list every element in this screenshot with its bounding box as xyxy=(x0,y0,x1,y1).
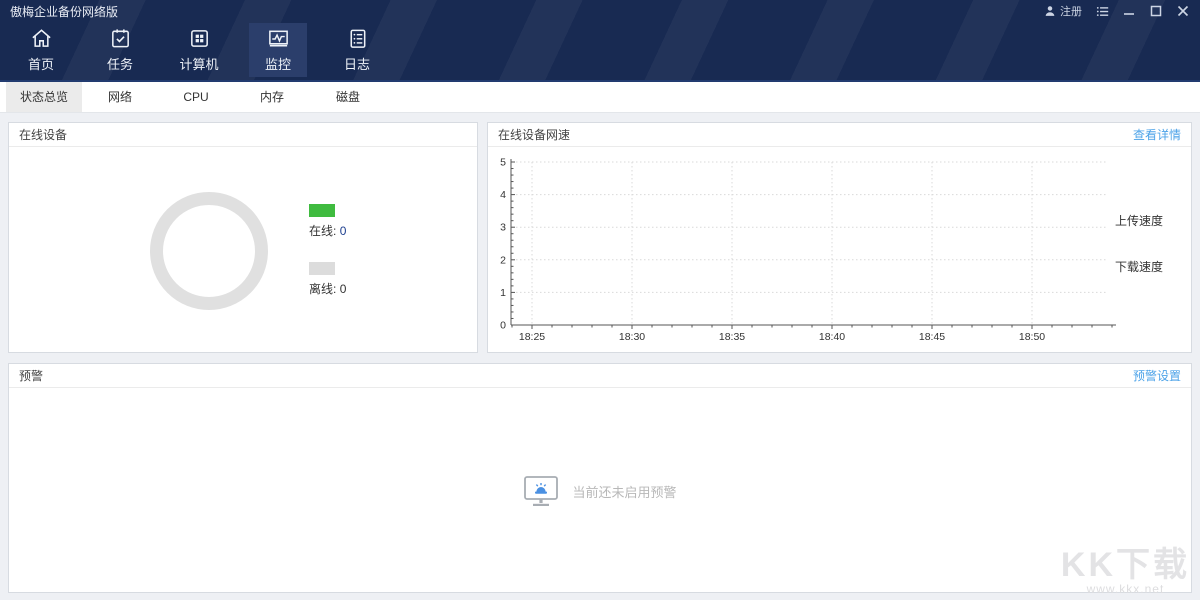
legend-item-offline: 离线: 0 xyxy=(309,262,346,297)
svg-text:18:30: 18:30 xyxy=(619,331,645,343)
nav-item-home[interactable]: 首页 xyxy=(12,23,70,77)
tab-cpu[interactable]: CPU xyxy=(183,90,209,104)
nav-label: 首页 xyxy=(27,57,54,72)
netspeed-line-chart: 0 1 2 3 4 5 18:25 18:30 18:35 18:40 18:45 18:50 xyxy=(500,157,1116,343)
alert-panel: 预警 预警设置 当前还未启用预警 xyxy=(8,363,1192,593)
app-header: 傲梅企业备份网络版 注册 xyxy=(0,0,1200,82)
svg-text:18:35: 18:35 xyxy=(719,331,745,343)
user-icon xyxy=(1045,6,1055,16)
svg-text:18:40: 18:40 xyxy=(819,331,845,343)
legend-value: 0 xyxy=(339,282,347,296)
panel-title: 在线设备 xyxy=(19,128,68,142)
menu-icon[interactable] xyxy=(1095,4,1109,18)
minimize-button[interactable] xyxy=(1122,4,1136,18)
nav-item-computers[interactable]: 计算机 xyxy=(170,23,228,77)
legend-value: 0 xyxy=(339,224,347,238)
close-button[interactable] xyxy=(1176,4,1190,18)
nav-item-tasks[interactable]: 任务 xyxy=(91,23,149,77)
alert-settings-link[interactable]: 预警设置 xyxy=(1132,369,1181,383)
svg-text:5: 5 xyxy=(500,157,506,169)
svg-text:1: 1 xyxy=(500,287,506,299)
svg-text:18:25: 18:25 xyxy=(519,331,545,343)
register-label: 注册 xyxy=(1060,6,1082,18)
online-devices-panel: 在线设备 在线: 0 离线: xyxy=(8,122,478,353)
offline-swatch xyxy=(309,262,335,275)
nav-item-monitor[interactable]: 监控 xyxy=(249,23,307,77)
tab-status-overview[interactable]: 状态总览 xyxy=(6,82,82,112)
view-details-link[interactable]: 查看详情 xyxy=(1132,128,1181,142)
titlebar: 傲梅企业备份网络版 注册 xyxy=(0,0,1200,22)
nav-label: 日志 xyxy=(343,57,370,72)
nav-label: 监控 xyxy=(264,57,291,72)
svg-text:18:50: 18:50 xyxy=(1019,331,1045,343)
devices-donut-chart xyxy=(150,191,268,310)
netspeed-panel: 在线设备网速 查看详情 0 1 2 3 4 5 18:25 18:30 18:35 18:40 18… xyxy=(487,122,1192,353)
maximize-button[interactable] xyxy=(1149,4,1163,18)
alert-empty-text: 当前还未启用预警 xyxy=(572,484,677,500)
nav-item-logs[interactable]: 日志 xyxy=(328,23,386,77)
app-title: 傲梅企业备份网络版 xyxy=(10,4,119,19)
sub-tabbar: 状态总览 网络 CPU 内存 磁盘 xyxy=(0,82,1200,112)
download-speed-label: 下载速度 xyxy=(1115,260,1164,274)
logs-icon xyxy=(350,29,365,48)
legend-label: 离线: xyxy=(309,282,337,296)
main-nav: 首页 任务 计算机 xyxy=(0,23,1200,77)
register-button[interactable]: 注册 xyxy=(1044,3,1082,19)
tab-memory[interactable]: 内存 xyxy=(259,90,284,104)
tab-disk[interactable]: 磁盘 xyxy=(335,90,360,104)
tab-network[interactable]: 网络 xyxy=(107,90,132,104)
nav-label: 任务 xyxy=(106,57,133,72)
devices-legend: 在线: 0 离线: 0 xyxy=(309,204,346,297)
svg-text:2: 2 xyxy=(500,254,506,266)
svg-text:18:45: 18:45 xyxy=(919,331,945,343)
panel-title: 预警 xyxy=(19,369,44,383)
online-swatch xyxy=(309,204,335,217)
svg-text:4: 4 xyxy=(500,189,506,201)
nav-label: 计算机 xyxy=(179,57,219,72)
panel-title: 在线设备网速 xyxy=(498,128,571,142)
home-icon xyxy=(31,29,51,47)
tasks-icon xyxy=(111,29,129,48)
monitor-icon xyxy=(268,30,288,47)
main-content: 在线设备 在线: 0 离线: xyxy=(0,112,1200,593)
svg-text:3: 3 xyxy=(500,222,506,234)
legend-label: 在线: xyxy=(309,224,337,238)
computers-icon xyxy=(190,30,208,47)
legend-item-online: 在线: 0 xyxy=(309,204,346,239)
upload-speed-label: 上传速度 xyxy=(1115,214,1164,228)
svg-text:0: 0 xyxy=(500,320,506,332)
alert-monitor-icon xyxy=(524,475,559,506)
